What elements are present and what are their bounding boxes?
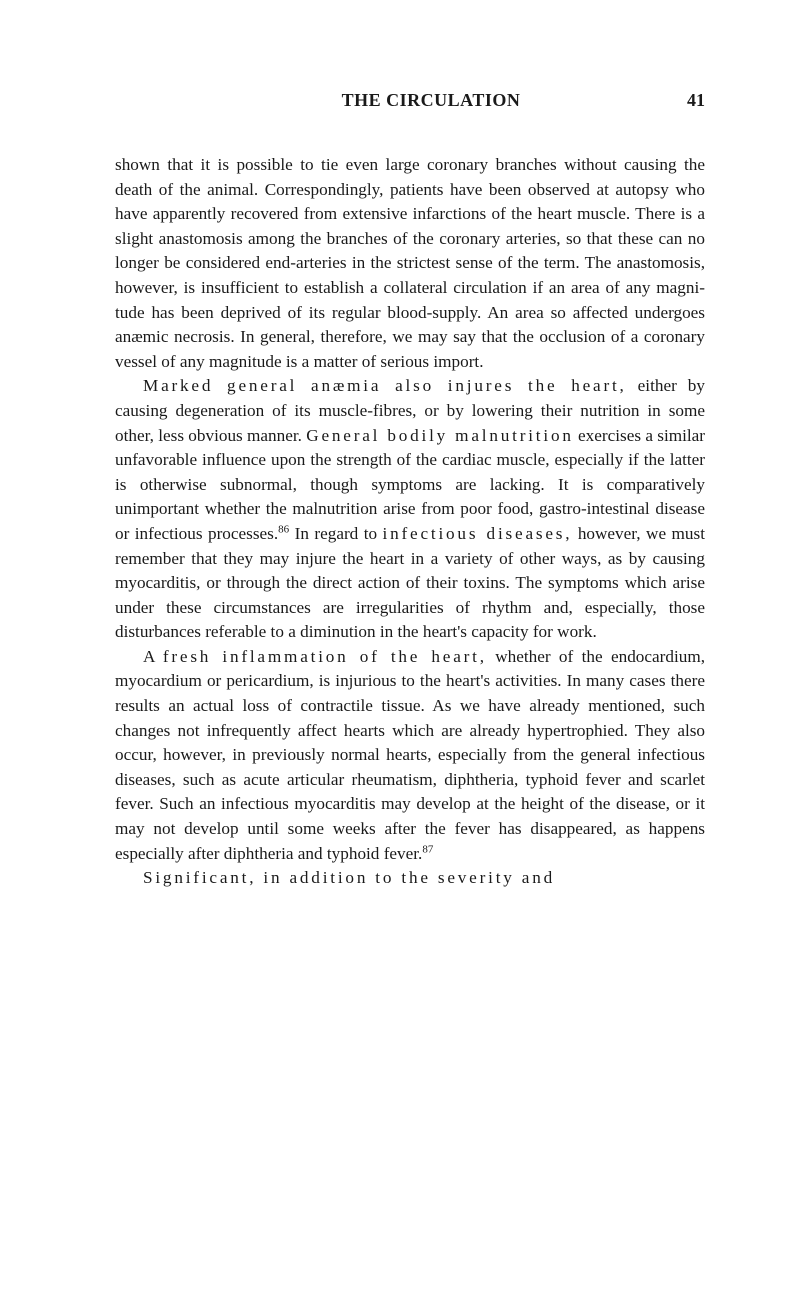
page-header: THE CIRCULATION 41	[115, 90, 705, 111]
paragraph-2: Marked general anæmia also injures the h…	[115, 374, 705, 645]
body-text: shown that it is possible to tie even la…	[115, 153, 705, 891]
spaced-phrase: Significant, in addition to the severity…	[143, 868, 555, 887]
spaced-phrase: fresh inflammation of the heart,	[163, 647, 487, 666]
paragraph-3: A fresh inflammation of the heart, wheth…	[115, 645, 705, 866]
paragraph-4: Significant, in addition to the severity…	[115, 866, 705, 891]
text-run: In regard to	[289, 524, 382, 543]
spaced-phrase: General bodily malnutrition	[306, 426, 574, 445]
text-run: whether of the endocardium, myocardium o…	[115, 647, 705, 863]
footnote-ref: 86	[278, 523, 289, 535]
spaced-phrase: infectious diseases,	[383, 524, 573, 543]
footnote-ref: 87	[422, 843, 433, 855]
paragraph-1: shown that it is possible to tie even la…	[115, 153, 705, 374]
text-run: A	[143, 647, 163, 666]
page-number: 41	[687, 90, 705, 111]
running-title: THE CIRCULATION	[175, 90, 687, 111]
spaced-phrase: Marked general anæmia also injures the h…	[143, 376, 627, 395]
